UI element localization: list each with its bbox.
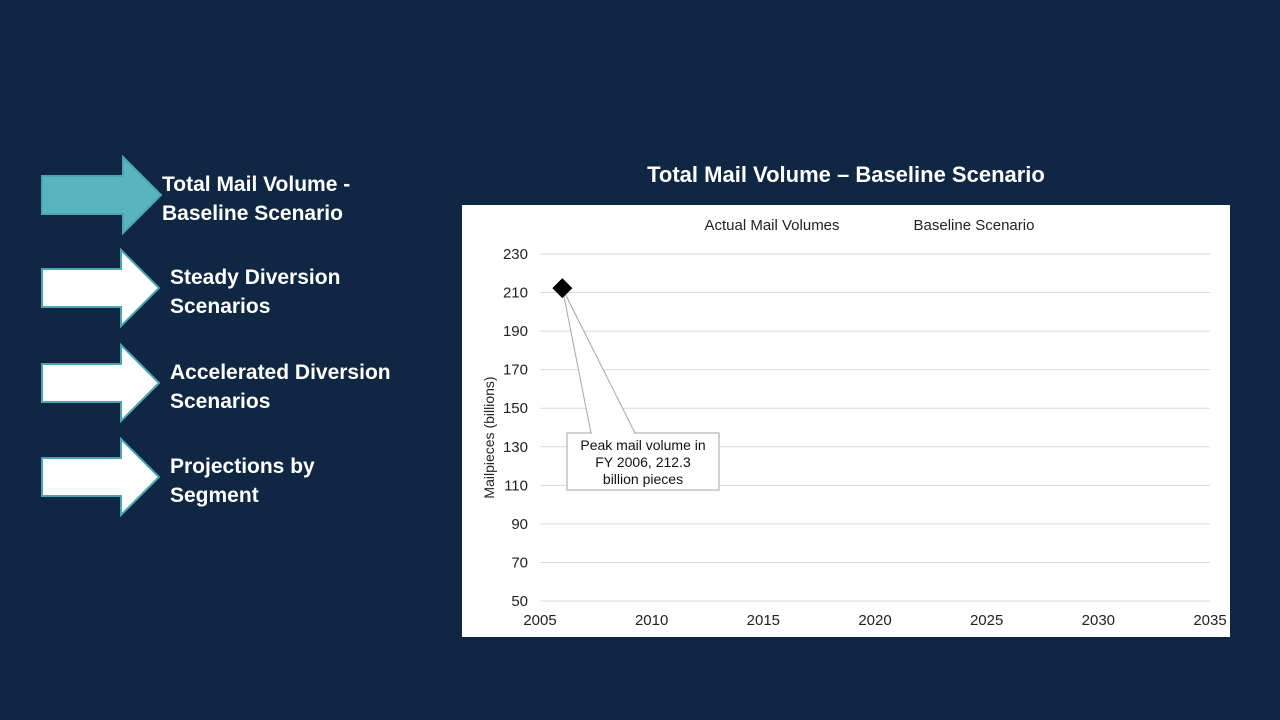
arrow-right-icon bbox=[41, 437, 161, 518]
nav-item-projections-by-segment[interactable]: Projections by Segment bbox=[40, 437, 460, 519]
x-tick-label: 2030 bbox=[1082, 612, 1115, 629]
y-tick-label: 190 bbox=[503, 323, 528, 340]
nav-item-label: Projections by Segment bbox=[170, 455, 315, 507]
y-tick-label: 110 bbox=[504, 477, 528, 494]
legend-entry: Actual Mail Volumes bbox=[704, 217, 839, 234]
annotation-box bbox=[566, 432, 720, 491]
y-tick-label: 50 bbox=[511, 593, 528, 610]
nav-item-accelerated-diversion[interactable]: Accelerated Diversion Scenarios bbox=[40, 343, 460, 425]
x-tick-label: 2020 bbox=[858, 612, 891, 629]
y-tick-label: 130 bbox=[503, 439, 528, 456]
x-tick-label: 2025 bbox=[970, 612, 1003, 629]
y-tick-label: 210 bbox=[503, 285, 528, 302]
x-tick-label: 2010 bbox=[635, 612, 668, 629]
nav-item-steady-diversion[interactable]: Steady Diversion Scenarios bbox=[40, 248, 460, 330]
annotation-pointer bbox=[561, 287, 636, 434]
arrow-right-icon bbox=[41, 343, 161, 424]
x-tick-label: 2035 bbox=[1193, 612, 1226, 629]
x-tick-label: 2005 bbox=[523, 612, 556, 629]
data-point-marker bbox=[552, 278, 573, 299]
nav-item-label: Total Mail Volume - Baseline Scenario bbox=[162, 173, 351, 225]
y-tick-label: 70 bbox=[511, 554, 528, 571]
y-tick-label: 230 bbox=[503, 246, 528, 263]
legend-entry: Baseline Scenario bbox=[914, 217, 1035, 234]
annotation-text: Peak mail volume in FY 2006, 212.3 billion… bbox=[580, 437, 705, 487]
y-tick-label: 170 bbox=[503, 362, 528, 379]
chart-title: Total Mail Volume – Baseline Scenario bbox=[647, 162, 1045, 187]
chart-panel: 50 70 90 110 130 150 170 190 210 230 2005 2010 2015 2… bbox=[462, 205, 1230, 637]
x-tick-label: 2015 bbox=[747, 612, 780, 629]
nav-item-total-mail-volume[interactable]: Total Mail Volume - Baseline Scenario bbox=[40, 155, 460, 237]
nav-item-label: Steady Diversion Scenarios bbox=[170, 266, 341, 318]
chart-plot: 50 70 90 110 130 150 170 190 210 230 2005 2010 2015 2… bbox=[481, 217, 1227, 629]
y-tick-label: 90 bbox=[511, 516, 528, 533]
y-tick-label: 150 bbox=[503, 400, 528, 417]
arrow-right-icon bbox=[41, 155, 163, 236]
arrow-right-icon bbox=[41, 248, 161, 329]
y-axis-label: Mailpieces (billions) bbox=[481, 376, 497, 498]
nav-item-label: Accelerated Diversion Scenarios bbox=[170, 361, 391, 413]
